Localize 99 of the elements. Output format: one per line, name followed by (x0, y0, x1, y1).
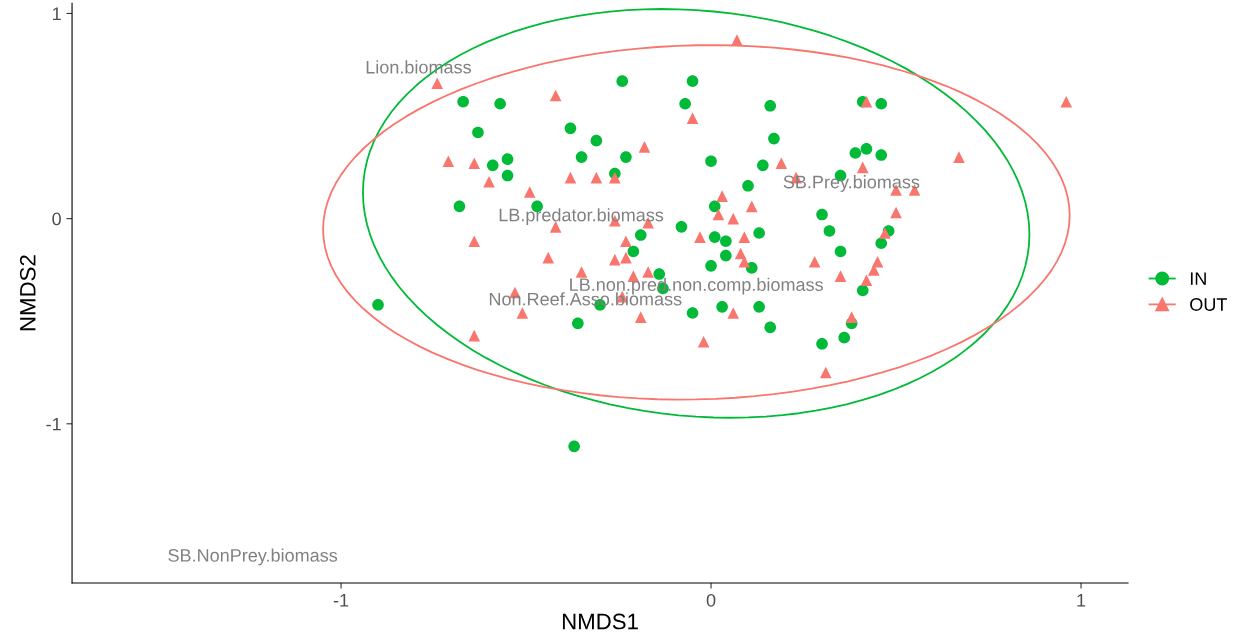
point (697, 335, 710, 348)
annotation: SB.NonPrey.biomass (168, 548, 338, 566)
legend-label: OUT (1190, 298, 1227, 311)
point (575, 151, 588, 163)
point (860, 274, 873, 286)
point (953, 151, 965, 163)
x-tick-label: 0 (706, 593, 716, 607)
point (834, 245, 847, 258)
point (501, 169, 514, 182)
annotation: SB.Prey.biomass (783, 175, 920, 192)
point (727, 307, 740, 319)
y-tick-label: 0 (52, 212, 61, 226)
point (816, 337, 828, 350)
point (634, 311, 647, 323)
point (501, 153, 514, 165)
point (468, 329, 481, 342)
point (757, 159, 769, 172)
point (716, 301, 728, 313)
point (468, 235, 481, 248)
point (679, 97, 691, 110)
point (720, 249, 732, 262)
point (708, 200, 721, 213)
point (494, 97, 506, 110)
point (775, 157, 788, 170)
point (823, 225, 836, 237)
point (860, 143, 873, 155)
point (742, 180, 754, 192)
point (879, 227, 891, 239)
x-tick-label: 1 (1077, 594, 1086, 607)
point (686, 112, 699, 124)
point (1060, 95, 1073, 108)
x-axis-title: NMDS1 (562, 613, 638, 630)
point (712, 208, 725, 221)
point (590, 134, 603, 147)
point (768, 132, 780, 145)
point (457, 95, 469, 108)
point (542, 251, 555, 264)
point (705, 155, 717, 167)
point (523, 186, 536, 198)
point (468, 157, 481, 170)
y-tick-label: 1 (52, 7, 61, 21)
point (868, 264, 880, 276)
point (627, 245, 640, 258)
point (720, 235, 732, 248)
point (875, 97, 888, 110)
point (764, 99, 777, 112)
point (875, 237, 888, 250)
point (564, 122, 577, 135)
y-tick-label: -1 (46, 417, 61, 431)
point (372, 299, 384, 311)
point (860, 95, 873, 108)
point (819, 366, 832, 379)
point (483, 175, 495, 188)
point (453, 200, 466, 213)
point (856, 284, 869, 297)
x-tick-label: -1 (333, 594, 349, 607)
point (716, 190, 728, 202)
point (834, 270, 847, 282)
point (686, 307, 699, 319)
point (875, 149, 888, 161)
point (572, 317, 584, 330)
point (816, 208, 828, 221)
point (442, 155, 455, 167)
point (727, 212, 740, 225)
point (738, 231, 751, 243)
point (620, 235, 632, 248)
point (575, 266, 588, 278)
point (638, 141, 651, 153)
point (568, 440, 580, 453)
point (856, 161, 869, 174)
point (486, 159, 499, 172)
point (634, 229, 647, 241)
point (764, 321, 777, 334)
point (616, 75, 629, 87)
point (731, 34, 743, 46)
point (620, 151, 632, 163)
legend-label: IN (1190, 272, 1206, 285)
point (838, 331, 851, 344)
point (549, 89, 562, 102)
point (642, 266, 654, 278)
point (708, 231, 721, 243)
point (745, 200, 758, 213)
point (753, 227, 765, 239)
y-axis-title: NMDS2 (19, 255, 36, 331)
point (516, 307, 529, 319)
point (472, 126, 484, 139)
point (564, 171, 577, 184)
point (694, 231, 706, 243)
point (590, 171, 603, 184)
point (686, 75, 699, 87)
annotation: LB.predator.biomass (499, 208, 664, 225)
point (609, 171, 621, 184)
point (845, 311, 858, 323)
point (705, 260, 717, 272)
point (849, 147, 862, 159)
point (808, 255, 821, 268)
point (431, 77, 444, 90)
point (675, 221, 688, 233)
point (753, 301, 765, 313)
